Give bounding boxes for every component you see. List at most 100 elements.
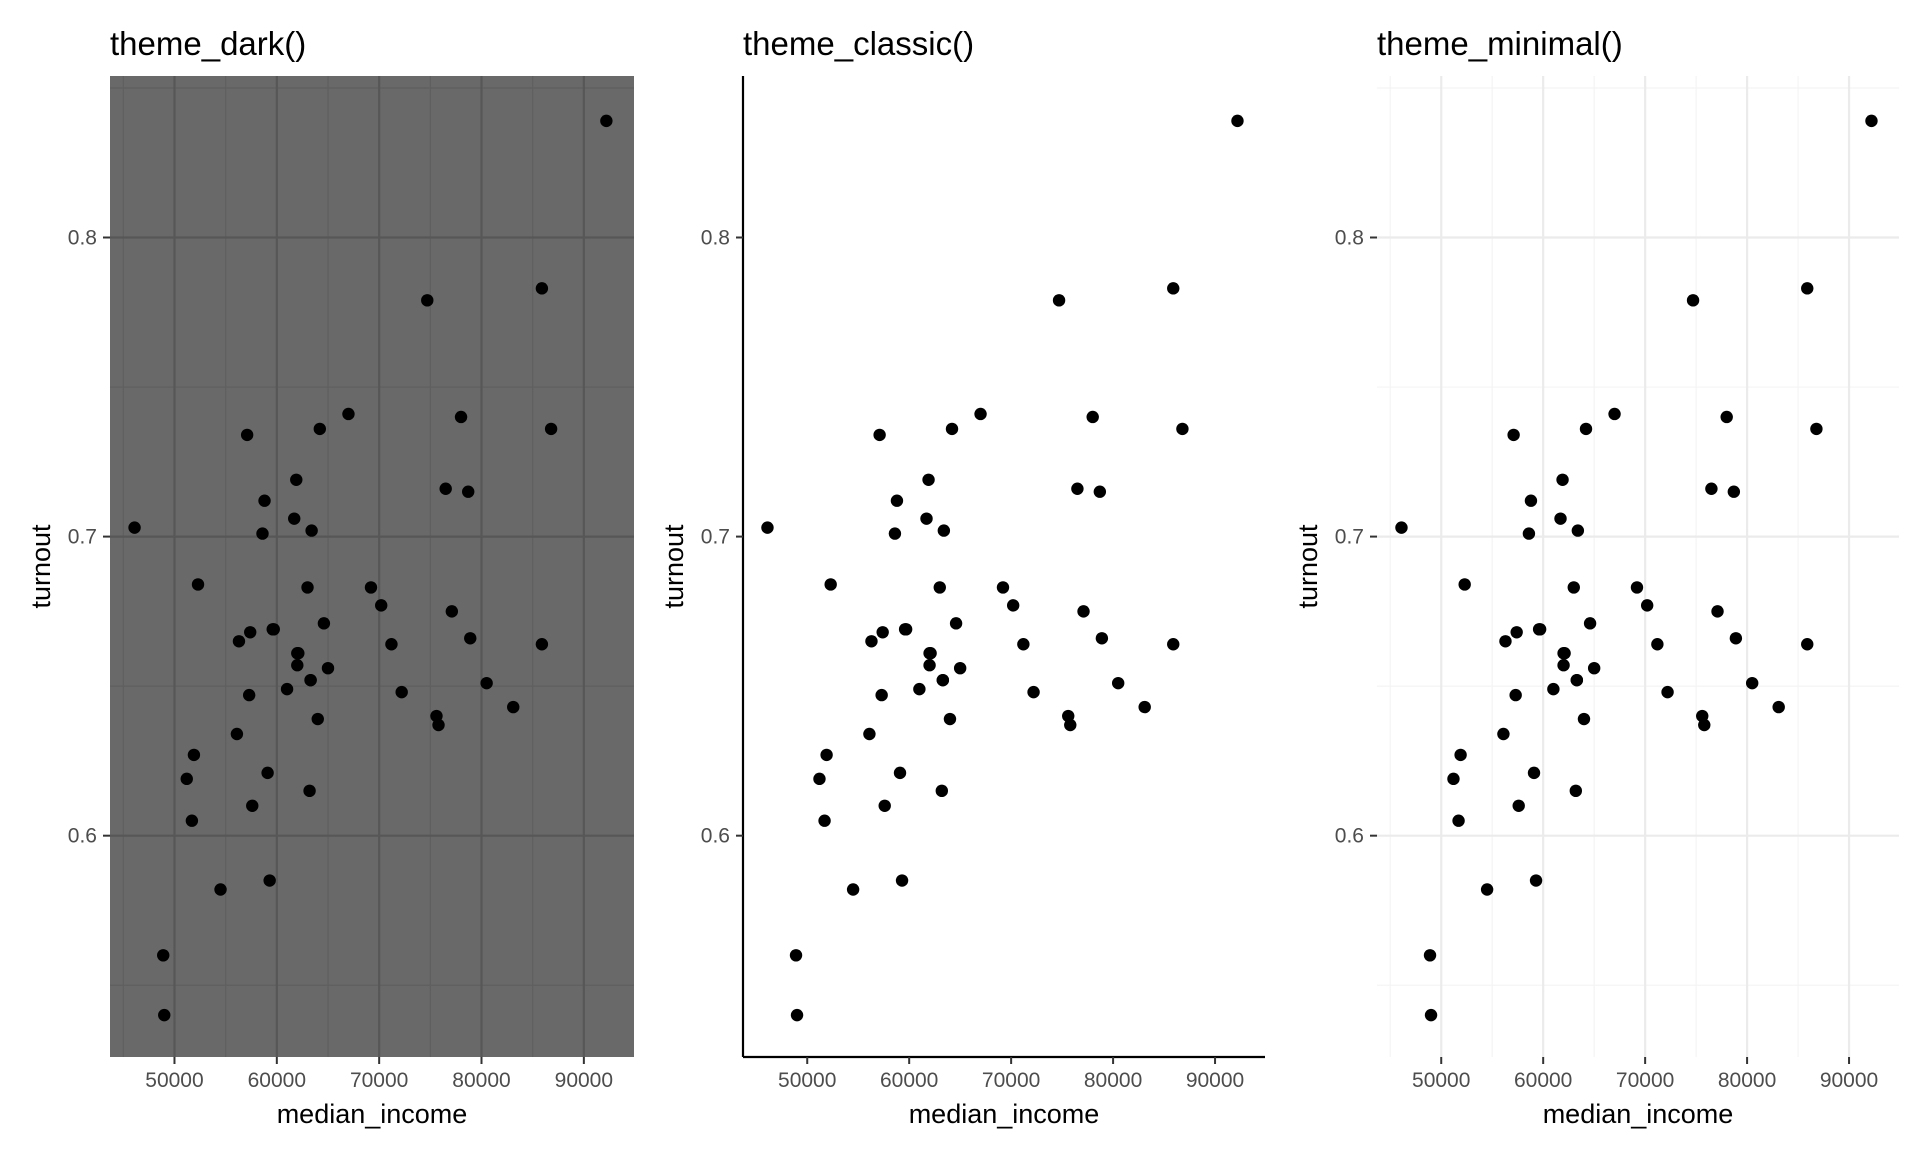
data-point xyxy=(875,688,888,702)
data-point xyxy=(924,647,937,660)
data-point xyxy=(1579,422,1593,436)
y-axis-title: turnout xyxy=(26,524,56,609)
data-point xyxy=(1086,410,1099,424)
data-point xyxy=(1095,632,1109,645)
data-point xyxy=(445,605,459,618)
data-point xyxy=(899,623,913,636)
x-tick-label: 90000 xyxy=(1186,1069,1244,1092)
data-point xyxy=(824,578,837,591)
data-point xyxy=(1167,282,1180,295)
data-point xyxy=(1630,581,1644,594)
data-point xyxy=(313,422,327,436)
data-point xyxy=(1522,527,1536,540)
data-point xyxy=(1571,524,1585,537)
data-point xyxy=(180,772,193,786)
data-point xyxy=(1527,766,1541,780)
data-point xyxy=(1558,647,1571,660)
y-tick-label: 0.8 xyxy=(701,227,730,250)
data-point xyxy=(317,617,331,630)
data-point xyxy=(1557,658,1570,672)
data-point xyxy=(157,949,170,962)
data-point xyxy=(1865,114,1878,128)
data-point xyxy=(1554,512,1567,525)
data-point xyxy=(1499,635,1512,648)
x-axis-title: median_income xyxy=(909,1099,1100,1129)
data-point xyxy=(1509,688,1522,702)
data-point xyxy=(1727,485,1741,498)
data-point xyxy=(242,688,256,702)
data-point xyxy=(974,407,987,421)
panel-classic: 50000 60000 70000 80000 90000 0.6 0.7 0.8 theme_… xyxy=(659,25,1265,1129)
data-point xyxy=(937,524,951,537)
data-point xyxy=(439,482,452,495)
data-point xyxy=(876,626,889,639)
data-point xyxy=(1801,282,1814,295)
data-point xyxy=(256,527,269,540)
y-tick-label: 0.6 xyxy=(701,825,730,848)
data-point xyxy=(1424,1008,1438,1022)
data-point xyxy=(1745,676,1759,690)
data-point xyxy=(291,658,304,672)
y-tick-label: 0.6 xyxy=(68,825,97,848)
y-axis-title: turnout xyxy=(659,524,689,609)
grid-lines xyxy=(1377,76,1899,1057)
data-point xyxy=(1567,581,1580,594)
x-tick-label: 70000 xyxy=(982,1069,1040,1092)
data-point xyxy=(1507,428,1520,442)
data-point xyxy=(761,521,774,534)
data-point xyxy=(1729,632,1743,645)
data-point xyxy=(480,676,493,690)
y-tick-label: 0.7 xyxy=(701,526,730,549)
data-point xyxy=(1231,114,1244,128)
panel-title: theme_minimal() xyxy=(1377,25,1623,62)
data-point xyxy=(1480,883,1494,896)
data-point xyxy=(263,874,276,887)
data-point xyxy=(267,623,280,636)
data-point xyxy=(464,632,477,645)
data-point xyxy=(1006,599,1020,612)
data-point xyxy=(191,578,205,591)
data-point xyxy=(1510,626,1523,639)
data-point xyxy=(342,407,355,421)
y-axis-title: turnout xyxy=(1293,524,1323,609)
y-tick-label: 0.8 xyxy=(1335,227,1364,250)
data-point xyxy=(1447,772,1460,786)
data-point xyxy=(935,784,949,798)
data-point xyxy=(395,685,408,699)
x-axis-title: median_income xyxy=(277,1099,468,1129)
data-point xyxy=(230,727,244,741)
data-point xyxy=(1454,748,1467,762)
data-point xyxy=(789,949,803,962)
data-point xyxy=(895,874,909,887)
data-point xyxy=(996,581,1010,594)
data-point xyxy=(1064,718,1077,732)
data-point xyxy=(888,527,902,540)
data-point xyxy=(1556,473,1569,486)
x-tick-label: 50000 xyxy=(145,1069,203,1092)
data-point xyxy=(953,661,967,675)
data-point xyxy=(1720,410,1733,424)
data-point xyxy=(1608,407,1621,421)
data-point xyxy=(535,282,549,295)
x-tick-label: 70000 xyxy=(350,1069,408,1092)
x-tick-label: 60000 xyxy=(248,1069,306,1092)
panel-minimal: 50000 60000 70000 80000 90000 0.6 0.7 0.8 theme_… xyxy=(1293,25,1899,1129)
data-point xyxy=(890,494,904,507)
data-points xyxy=(1395,114,1878,1022)
x-tick-label: 70000 xyxy=(1616,1069,1674,1092)
data-point xyxy=(280,682,294,696)
panel-dark: 50000 60000 70000 80000 90000 0.6 0.7 0.8 theme_… xyxy=(26,25,634,1129)
data-point xyxy=(1458,578,1471,591)
data-point xyxy=(1711,605,1724,618)
data-point xyxy=(421,294,434,307)
data-point xyxy=(187,748,201,762)
data-point xyxy=(305,524,318,537)
y-tick-label: 0.8 xyxy=(68,227,97,250)
data-point xyxy=(1529,874,1543,887)
x-tick-label: 60000 xyxy=(880,1069,938,1092)
data-point xyxy=(535,638,549,651)
data-point xyxy=(1512,799,1525,812)
data-point xyxy=(364,581,378,594)
data-point xyxy=(232,635,246,648)
data-point xyxy=(920,512,933,525)
